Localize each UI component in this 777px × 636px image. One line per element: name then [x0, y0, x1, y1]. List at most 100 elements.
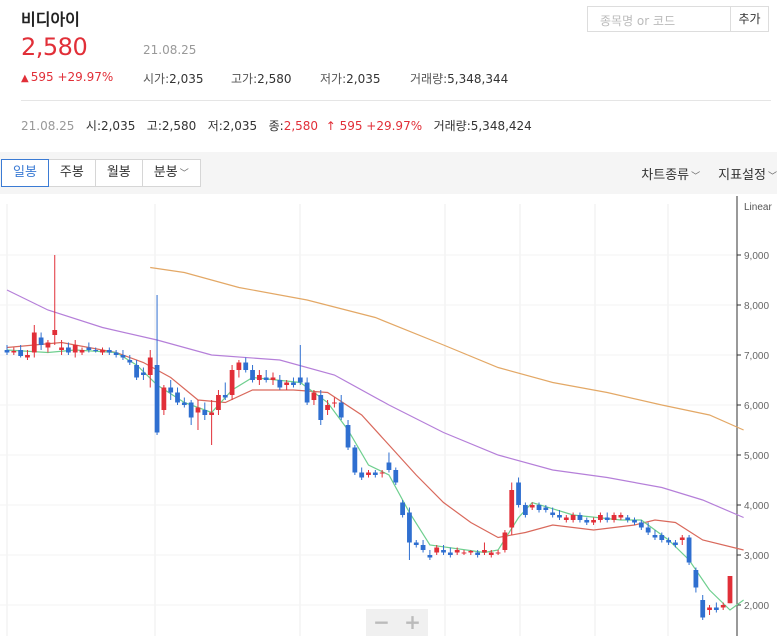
candle [31, 325, 37, 358]
zoom-in-button[interactable]: + [404, 610, 421, 634]
candle-body [407, 512, 412, 543]
candle [727, 576, 733, 604]
candle-body [386, 462, 392, 470]
candle-body [332, 402, 337, 404]
candle [652, 530, 658, 540]
candle-body [720, 605, 726, 608]
candle [18, 345, 24, 358]
tab-monthly[interactable]: 월봉 [94, 159, 143, 187]
candle [11, 347, 17, 355]
candle [427, 550, 433, 560]
candle-body [181, 402, 187, 405]
divider [21, 100, 771, 101]
candle [127, 355, 133, 365]
candle [550, 507, 556, 518]
candle-body [522, 505, 528, 515]
candle-body [700, 600, 706, 618]
quote-date: 21.08.25 [143, 43, 197, 57]
candle [256, 370, 262, 385]
high-value: 2,580 [257, 72, 292, 86]
open-value: 2,035 [169, 72, 204, 86]
candle [72, 340, 78, 358]
candle-body [557, 515, 562, 518]
candle-body [65, 347, 71, 353]
candle [38, 332, 44, 350]
candle [65, 342, 71, 355]
candle-body [577, 515, 583, 520]
candle [4, 345, 10, 355]
detail-row: 21.08.25 시:2,035 고:2,580 저:2,035 종:2,580… [21, 119, 532, 133]
candle [209, 400, 215, 445]
chart-tools: 차트종류 ﹀ 지표설정 ﹀ [641, 164, 777, 183]
candle [379, 470, 385, 478]
candlestick-chart[interactable]: Linear 9,000 8,000 7,000 6,000 5,000 4,000 3,00… [0, 196, 777, 636]
candle [441, 545, 446, 555]
candle [584, 517, 590, 525]
candle [222, 382, 228, 400]
candle [407, 507, 412, 560]
candle-body [659, 535, 665, 540]
candle [509, 482, 515, 535]
chevron-down-icon: ﹀ [691, 172, 701, 182]
candle [263, 370, 269, 383]
chart-type-menu[interactable]: 차트종류 ﹀ [641, 164, 700, 183]
detail-open: 2,035 [100, 119, 136, 133]
candle [468, 550, 474, 555]
search-input[interactable]: 종목명 or 코드 [587, 6, 731, 32]
y-tick-label: 7,000 [744, 351, 769, 362]
candle-body [325, 405, 330, 410]
candle-body [304, 382, 310, 403]
candle [393, 467, 399, 485]
detail-high: 2,580 [161, 119, 197, 133]
candle [284, 380, 290, 390]
add-button[interactable]: 추가 [731, 6, 769, 32]
candle [345, 420, 351, 450]
candle-body [611, 515, 617, 520]
candle-body [488, 552, 494, 555]
candle-body [141, 372, 146, 375]
candle-body [243, 362, 249, 370]
candle-body [543, 507, 549, 510]
candle-body [638, 522, 644, 528]
candle [502, 530, 508, 553]
candle-body [127, 360, 133, 363]
detail-volume: 5,348,424 [470, 119, 532, 133]
detail-close-label: 종 [268, 119, 280, 133]
detail-change: ↑ 595 +29.97% [325, 119, 423, 133]
candle-body [447, 552, 453, 555]
high-label: 고가 [231, 72, 254, 86]
candle [413, 540, 419, 548]
candle-body [427, 555, 433, 558]
candle [52, 255, 58, 345]
tab-daily[interactable]: 일봉 [1, 159, 49, 187]
tab-minute[interactable]: 분봉 ﹀ [141, 159, 201, 187]
candle [447, 547, 453, 558]
candle-body [202, 410, 208, 415]
candle-body [93, 350, 99, 351]
candle [202, 402, 208, 420]
low-value: 2,035 [346, 72, 381, 86]
candle-body [4, 350, 10, 353]
zoom-out-button[interactable]: − [373, 610, 390, 634]
zoom-controls: − + [366, 609, 428, 636]
chart-toolbar: 일봉 주봉 월봉 분봉 ﹀ 차트종류 ﹀ 지표설정 ﹀ [0, 152, 777, 194]
candle-body [31, 332, 37, 353]
indicator-menu[interactable]: 지표설정 ﹀ [718, 164, 777, 183]
candle [618, 512, 624, 520]
candle [516, 477, 521, 508]
candle [645, 522, 651, 535]
candle [488, 550, 494, 558]
tab-weekly[interactable]: 주봉 [47, 159, 96, 187]
candle-body [209, 412, 215, 415]
ma60-line [6, 289, 744, 519]
candle [175, 387, 180, 405]
candle-body [25, 355, 30, 358]
candle [604, 512, 610, 523]
candle-body [18, 350, 24, 356]
candle [79, 347, 85, 355]
candle [461, 550, 467, 555]
candle-body [256, 375, 262, 380]
candle-body [441, 550, 446, 553]
candle-body [38, 337, 44, 345]
candle [277, 375, 283, 390]
